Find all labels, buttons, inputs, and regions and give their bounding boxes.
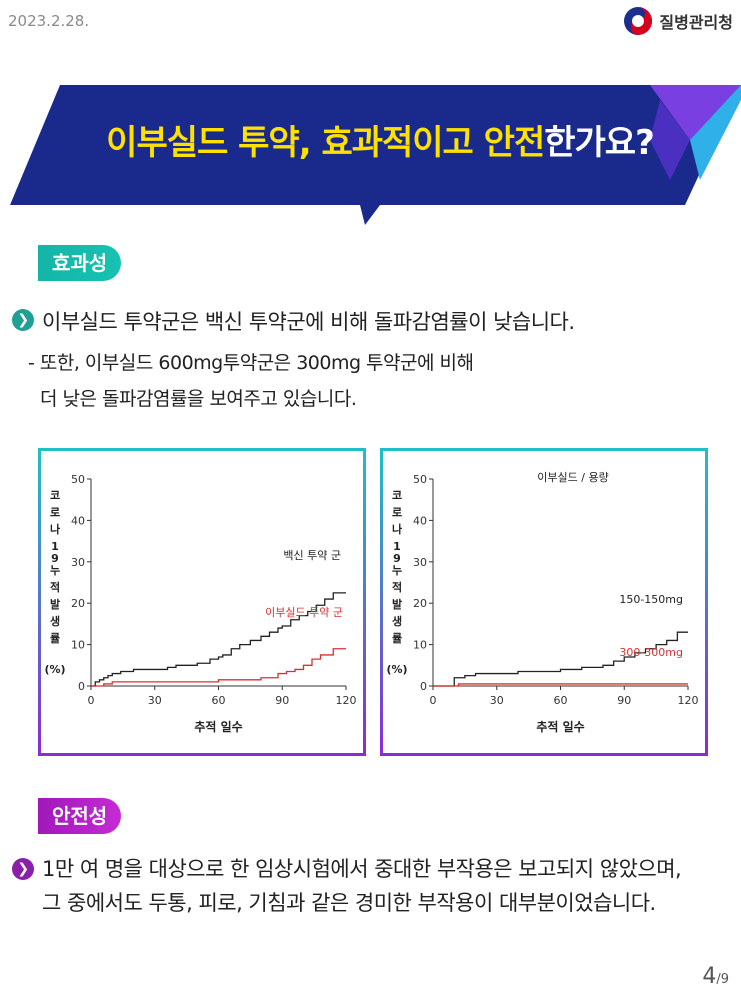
x-tick-label: 60 [554,694,568,707]
series-line-2 [91,648,346,687]
y-tick-label: 40 [71,514,85,527]
page-title: 이부실드 투약, 효과적이고 안전한가요? [106,123,655,163]
efficacy-label: 효과성 [38,245,122,281]
taegeuk-icon [624,7,653,35]
chevron-right-icon: ❯ [12,309,34,331]
x-tick-label: 120 [678,694,699,707]
y-tick-label: 10 [71,639,85,652]
series-line-1 [91,592,346,687]
y-tick-label: 0 [420,680,427,693]
legend-label-1: 백신 투약 군 [283,548,341,562]
series-line-2 [433,683,688,687]
agency-logo: 질병관리청 [623,6,733,36]
y-tick-label: 40 [413,514,427,527]
legend-label-1: 150-150mg [619,593,683,606]
page-indicator: 4/9 [702,964,729,989]
series-line-1 [433,631,688,687]
agency-name: 질병관리청 [659,13,733,32]
x-tick-label: 120 [336,694,357,707]
y-axis-label: 코 로 나 1 9 누 적 발 생 률 (%) [386,489,407,676]
y-tick-label: 20 [413,597,427,610]
y-tick-label: 30 [413,556,427,569]
x-tick-label: 30 [148,694,162,707]
safety-bullet-line2: 그 중에서도 두통, 피로, 기침과 같은 경미한 부작용이 대부분이었습니다. [42,891,656,915]
legend-label-2: 이부실드 투약 군 [265,605,343,619]
chart-vaccine-vs-evusheld: 0 10 20 30 40 50 0 30 60 90 120 추적 일수 코 로 나 1 9 누 적 발 생 률 (%) 백… [44,473,357,734]
safety-bullet: ❯ 1만 여 명을 대상으로 한 임상시험에서 중대한 부작용은 보고되지 않았… [12,852,682,920]
date: 2023.2.28. [8,12,90,30]
y-axis-label: 코 로 나 1 9 누 적 발 생 률 (%) [44,489,65,676]
x-tick-label: 0 [430,694,437,707]
y-tick-label: 50 [413,473,427,486]
x-tick-label: 90 [275,694,289,707]
y-tick-label: 10 [413,639,427,652]
efficacy-bullet-text: 이부실드 투약군은 백신 투약군에 비해 돌파감염률이 낮습니다. [42,310,575,334]
x-tick-label: 0 [88,694,95,707]
x-axis-label: 추적 일수 [194,719,242,734]
y-tick-label: 20 [71,597,85,610]
y-tick-label: 30 [71,556,85,569]
chart-evusheld-dose: 0 10 20 30 40 50 0 30 60 90 120 추적 일수 코 로 나 1 9 누 적 발 생 률 (%) 이… [386,471,699,734]
chart-panel-dose: 0 10 20 30 40 50 0 30 60 90 120 추적 일수 코 로 나 1 9 누 적 발 생 률 (%) 이… [380,448,708,756]
legend-label-2: 300-300mg [619,646,683,659]
efficacy-bullet: ❯ 이부실드 투약군은 백신 투약군에 비해 돌파감염률이 낮습니다. [12,306,575,336]
x-tick-label: 90 [617,694,631,707]
y-tick-label: 0 [78,680,85,693]
chevron-right-icon: ❯ [12,858,34,880]
efficacy-sub-line2: 더 낮은 돌파감염률을 보여주고 있습니다. [40,388,357,410]
efficacy-sub-line1: - 또한, 이부실드 600mg투약군은 300mg 투약군에 비해 [28,352,474,374]
y-tick-label: 50 [71,473,85,486]
chart-title: 이부실드 / 용량 [537,471,608,484]
title-banner [10,85,741,225]
safety-label: 안전성 [38,798,122,834]
safety-bullet-line1: 1만 여 명을 대상으로 한 임상시험에서 중대한 부작용은 보고되지 않았으며… [42,857,682,881]
x-axis-label: 추적 일수 [536,719,584,734]
x-tick-label: 60 [212,694,226,707]
x-tick-label: 30 [490,694,504,707]
chart-panel-vaccine: 0 10 20 30 40 50 0 30 60 90 120 추적 일수 코 로 나 1 9 누 적 발 생 률 (%) 백… [38,448,366,756]
